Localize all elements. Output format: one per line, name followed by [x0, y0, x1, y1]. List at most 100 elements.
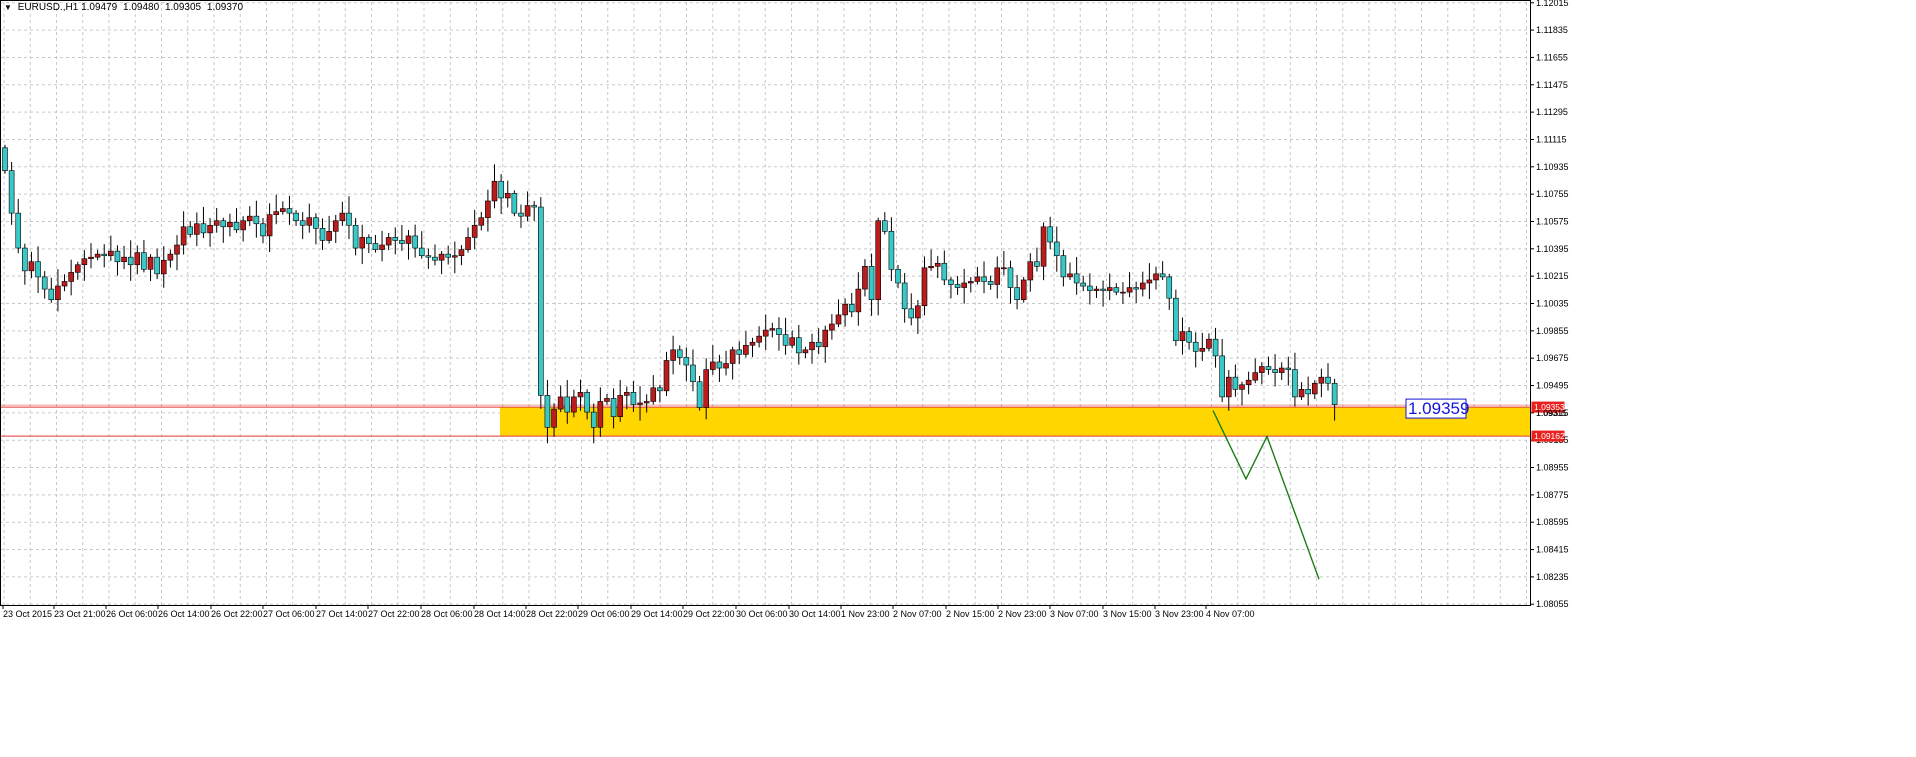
candle — [1153, 266, 1159, 290]
candle — [802, 346, 809, 359]
price-tick-label: 1.11475 — [1536, 80, 1568, 90]
candle — [1067, 262, 1073, 280]
candle — [868, 253, 875, 316]
time-tick-label: 29 Oct 22:00 — [683, 609, 735, 619]
zone-price-label[interactable]: 1.09359 — [1405, 398, 1469, 419]
candle — [650, 375, 657, 405]
candle — [432, 244, 438, 266]
candle — [339, 201, 346, 226]
candle — [782, 317, 789, 355]
candle — [1186, 327, 1192, 350]
candle — [967, 277, 974, 293]
candle — [233, 208, 240, 233]
candle — [696, 375, 703, 411]
candle — [1232, 364, 1239, 397]
candle — [604, 394, 610, 405]
candle — [1166, 273, 1173, 310]
candle — [524, 191, 531, 222]
price-line-badge-upper: 1.09353 — [1534, 402, 1565, 412]
candle — [352, 218, 359, 256]
candle — [1093, 286, 1100, 298]
candle — [1047, 216, 1053, 250]
time-axis: 23 Oct 2015 23 Oct 21:00 26 Oct 06:00 26 Oc… — [2, 605, 1255, 619]
candle — [921, 256, 928, 316]
candle — [1192, 332, 1199, 368]
price-tick-label: 1.09855 — [1536, 326, 1569, 336]
time-tick-label: 26 Oct 22:00 — [211, 609, 263, 619]
candle — [848, 292, 855, 318]
projection-path[interactable] — [1212, 410, 1320, 580]
price-tick-label: 1.10395 — [1536, 244, 1569, 254]
candle — [511, 190, 518, 217]
candle — [213, 208, 220, 233]
price-tick-label: 1.08055 — [1536, 599, 1569, 609]
candle — [1027, 253, 1034, 292]
candle — [1173, 289, 1179, 346]
candle — [2, 144, 8, 174]
candle — [961, 268, 967, 304]
candle — [1199, 332, 1206, 361]
chart-header: ▼ EURUSD.,H1 1.09479 1.09480 1.09305 1.0… — [4, 2, 246, 13]
candle — [597, 387, 604, 437]
candle — [187, 220, 194, 238]
collapse-triangle-icon[interactable]: ▼ — [4, 3, 12, 12]
candle — [101, 244, 108, 268]
candle — [478, 211, 485, 231]
price-tick-label: 1.09315 — [1536, 408, 1569, 418]
candle — [531, 201, 538, 221]
ohlc-high: 1.09480 — [123, 2, 160, 13]
time-tick-label: 29 Oct 06:00 — [578, 609, 630, 619]
candle — [643, 394, 650, 413]
candle — [491, 164, 498, 209]
candle — [862, 259, 868, 297]
candle — [1087, 273, 1093, 305]
candle — [1001, 250, 1007, 276]
candle — [260, 217, 266, 244]
candle — [928, 249, 934, 271]
candle — [663, 351, 670, 397]
price-line-badge-lower: 1.09162 — [1534, 431, 1565, 441]
candle — [981, 261, 987, 294]
candle — [1252, 358, 1259, 384]
candle — [551, 403, 557, 437]
candle — [306, 203, 313, 233]
candle — [624, 386, 630, 410]
candle — [227, 213, 233, 237]
candle — [1278, 362, 1285, 380]
candle — [518, 204, 524, 228]
candle — [220, 217, 227, 243]
candle — [1245, 371, 1252, 395]
candle — [901, 273, 908, 323]
candle — [617, 379, 623, 422]
chart-grid — [0, 2, 1530, 605]
candle — [888, 217, 895, 282]
candle — [74, 261, 81, 280]
candle — [815, 328, 822, 355]
price-tick-label: 1.11295 — [1536, 107, 1568, 117]
candle — [61, 274, 68, 292]
candle — [809, 333, 815, 364]
candle — [207, 218, 213, 247]
candle — [167, 249, 174, 268]
candle — [418, 231, 425, 259]
candle — [875, 217, 881, 316]
candle — [610, 388, 617, 429]
candle — [1034, 247, 1040, 272]
candle — [127, 240, 134, 281]
candle — [1126, 272, 1133, 298]
candle — [743, 331, 749, 358]
candle — [114, 245, 121, 276]
candle — [94, 249, 101, 261]
candle — [762, 314, 769, 351]
candle — [736, 341, 743, 364]
support-zone[interactable] — [500, 407, 1530, 437]
candle — [1120, 282, 1126, 304]
price-tick-label: 1.08595 — [1536, 517, 1569, 527]
candle — [121, 245, 127, 270]
candle — [855, 272, 862, 326]
candle — [458, 245, 465, 266]
ohlc-open: 1.09479 — [81, 2, 118, 13]
candle — [240, 216, 246, 242]
price-tick-label: 1.09675 — [1536, 353, 1569, 363]
